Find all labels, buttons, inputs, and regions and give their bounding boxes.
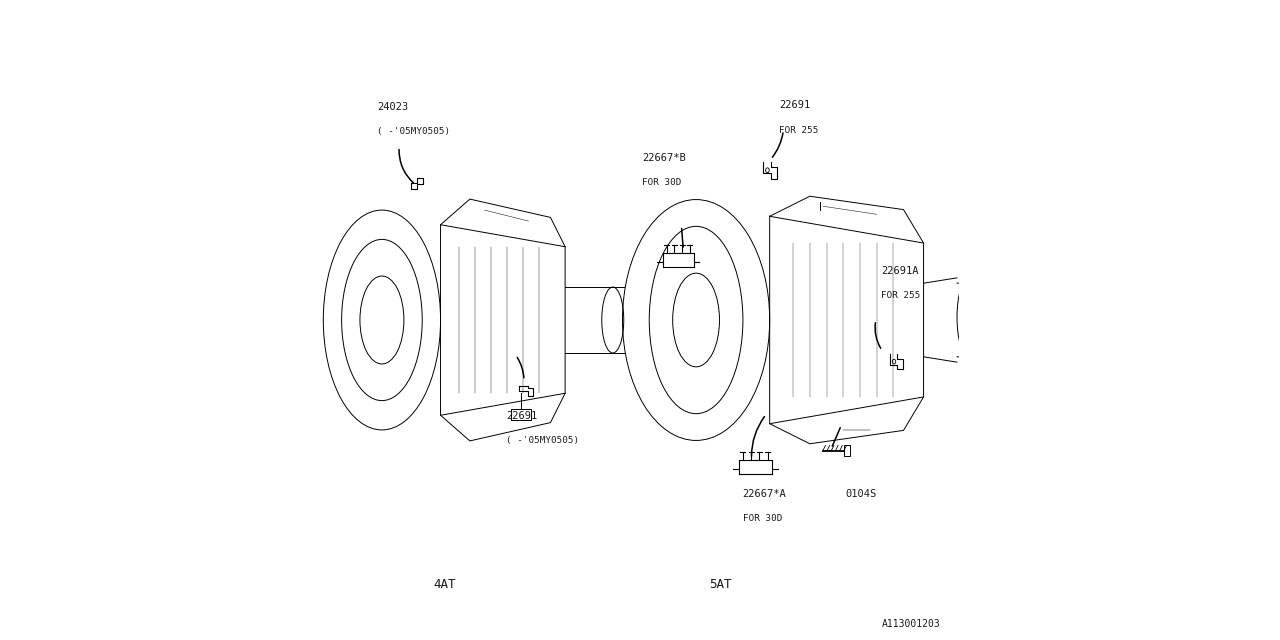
- Text: ( -'05MY0505): ( -'05MY0505): [378, 127, 451, 136]
- Text: 22667*A: 22667*A: [742, 489, 786, 499]
- Text: 22691: 22691: [506, 411, 538, 420]
- Text: 0104S: 0104S: [846, 489, 877, 499]
- Text: FOR 255: FOR 255: [780, 125, 818, 134]
- Text: FOR 30D: FOR 30D: [641, 178, 681, 187]
- Text: 22691: 22691: [780, 100, 810, 111]
- Text: FOR 255: FOR 255: [881, 291, 920, 300]
- Text: 22691A: 22691A: [881, 266, 918, 276]
- Text: 5AT: 5AT: [709, 578, 731, 591]
- Text: ( -'05MY0505): ( -'05MY0505): [506, 436, 580, 445]
- Text: FOR 30D: FOR 30D: [742, 515, 782, 524]
- Text: 24023: 24023: [378, 102, 408, 112]
- Text: A113001203: A113001203: [882, 619, 941, 629]
- Text: 22667*B: 22667*B: [641, 153, 686, 163]
- Bar: [511, 410, 531, 420]
- Bar: [844, 445, 850, 456]
- Text: 4AT: 4AT: [433, 578, 456, 591]
